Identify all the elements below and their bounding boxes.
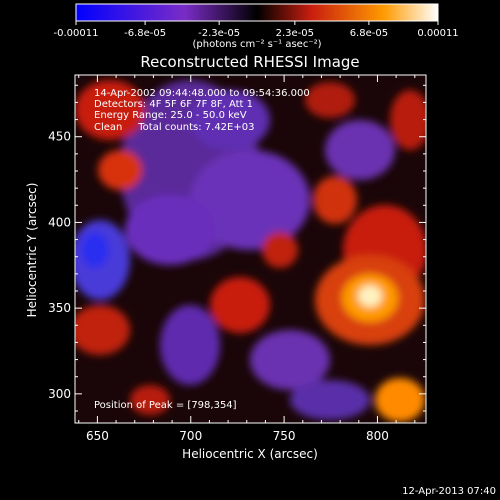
colorbar-tick-label: 0.00011 <box>417 28 458 39</box>
colorbar-ticks <box>75 21 439 25</box>
timestamp: 12-Apr-2013 07:40 <box>402 486 496 497</box>
y-tick-label: 300 <box>48 387 71 401</box>
plot-frame <box>74 74 427 424</box>
x-axis-label: Heliocentric X (arcsec) <box>182 447 318 461</box>
chart-title: Reconstructed RHESSI Image <box>140 53 359 71</box>
y-tick-label: 400 <box>48 215 71 229</box>
y-axis-ticks: 300 350 400 450 <box>48 84 426 412</box>
x-tick-label: 750 <box>273 429 296 443</box>
x-tick-label: 700 <box>179 429 202 443</box>
annotation-detectors: Detectors: 4F 5F 6F 7F 8F, Att 1 <box>94 99 253 110</box>
colorbar <box>75 3 439 22</box>
colorbar-units: (photons cm⁻² s⁻¹ asec⁻²) <box>192 39 321 50</box>
heatmap-image <box>75 75 426 423</box>
colorbar-tick-label: -0.00011 <box>54 28 99 39</box>
colorbar-tick-labels: -0.00011 -6.8e-05 -2.3e-05 2.3e-05 6.8e-05 0.… <box>54 28 459 39</box>
annotation-time-range: 14-Apr-2002 09:44:48.000 to 09:54:36.000 <box>94 88 310 99</box>
x-tick-label: 650 <box>86 429 109 443</box>
annotation-peak-position: Position of Peak = [798,354] <box>94 400 237 411</box>
x-axis-ticks: 650 700 750 800 <box>78 75 416 443</box>
colorbar-tick-label: -6.8e-05 <box>124 28 166 39</box>
colorbar-tick-label: -2.3e-05 <box>198 28 240 39</box>
y-tick-label: 450 <box>48 130 71 144</box>
colorbar-tick-label: 2.3e-05 <box>276 28 314 39</box>
y-tick-label: 350 <box>48 301 71 315</box>
x-tick-label: 800 <box>366 429 389 443</box>
annotation-total-counts: Clean Total counts: 7.42E+03 <box>94 122 254 133</box>
colorbar-tick-label: 6.8e-05 <box>350 28 388 39</box>
annotation-energy-range: Energy Range: 25.0 - 50.0 keV <box>94 110 247 121</box>
y-axis-label: Heliocentric Y (arcsec) <box>25 183 39 318</box>
